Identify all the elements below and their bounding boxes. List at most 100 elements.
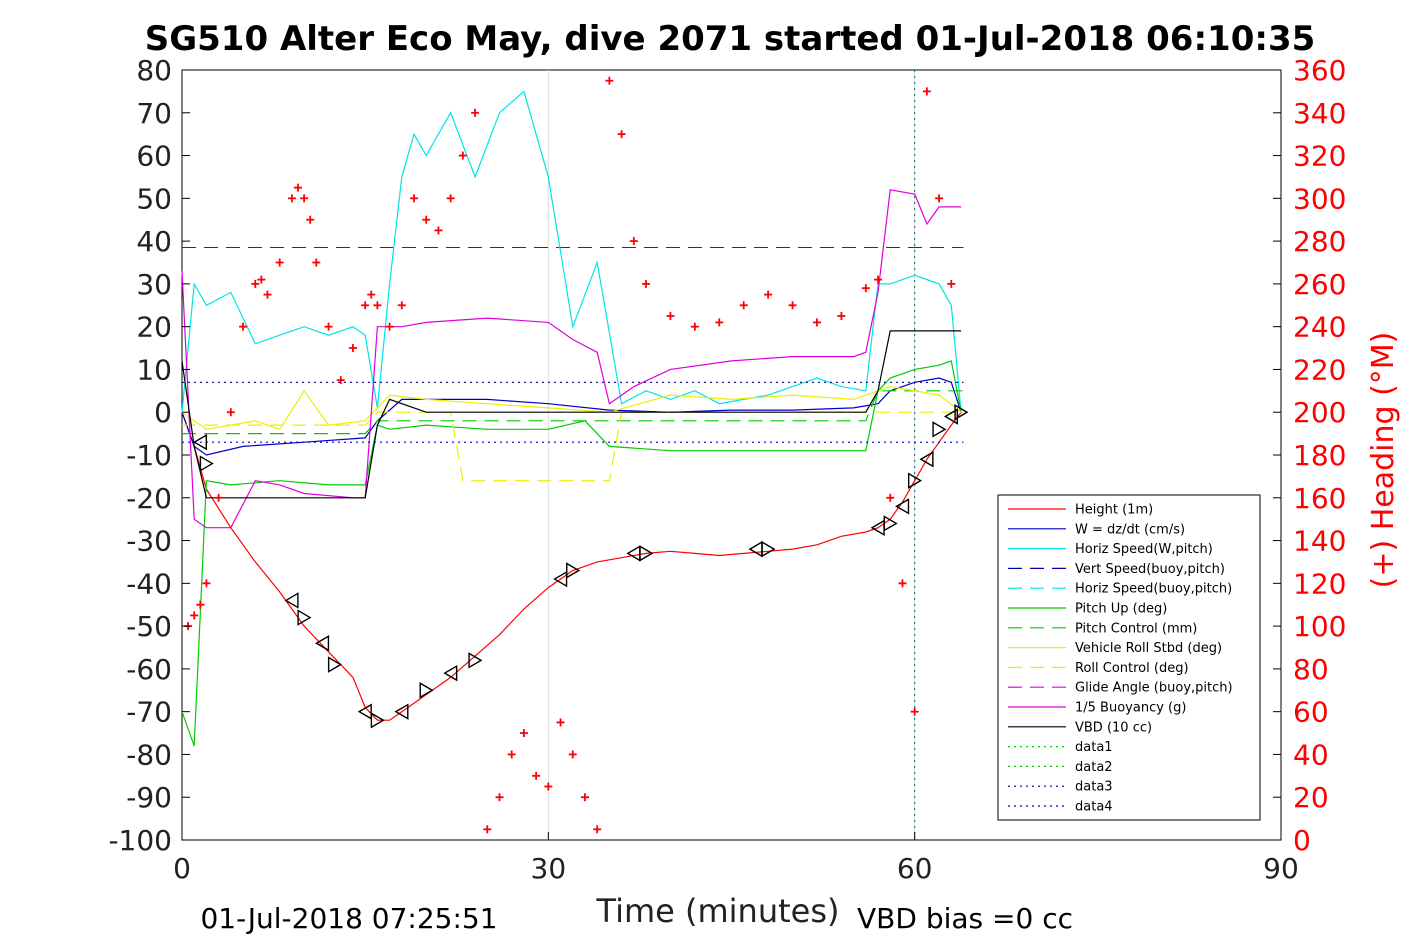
heading-point — [764, 290, 773, 299]
legend-entry: data4 — [1075, 800, 1113, 815]
series-lines — [181, 90, 964, 747]
reference-lines — [182, 70, 964, 840]
triangle-marker — [907, 472, 923, 489]
y-tick-label: -70 — [126, 696, 172, 729]
heading-point — [947, 279, 956, 288]
right-tick-label: 20 — [1293, 781, 1329, 814]
heading-point — [263, 290, 272, 299]
legend-entry: Pitch Control (mm) — [1075, 621, 1197, 636]
heading-point — [605, 76, 614, 85]
legend: Height (1m) W = dz/dt (cm/s) Horiz Speed(W… — [997, 494, 1261, 821]
x-tick-label: 30 — [531, 852, 567, 885]
triangle-marker — [357, 703, 372, 720]
triangle-marker — [919, 451, 934, 468]
heading-point — [556, 718, 565, 727]
heading-point — [190, 611, 199, 620]
y-tick-label: -100 — [108, 824, 172, 857]
right-tick-label: 0 — [1293, 824, 1311, 857]
heading-point — [471, 108, 480, 117]
heading-point — [483, 825, 492, 834]
legend-entry: Glide Angle (buoy,pitch) — [1075, 681, 1233, 696]
triangle-marker — [566, 562, 581, 579]
legend-entry: data2 — [1075, 760, 1113, 775]
right-tick-label: 340 — [1293, 97, 1346, 130]
legend-entry: data3 — [1075, 780, 1113, 795]
heading-point — [666, 311, 675, 320]
heading-point — [306, 215, 315, 224]
heading-point — [214, 493, 223, 502]
heading-point — [385, 322, 394, 331]
triangle-markers — [192, 404, 969, 729]
heading-point — [361, 301, 370, 310]
right-tick-label: 240 — [1293, 311, 1346, 344]
heading-point — [251, 279, 260, 288]
heading-point — [324, 322, 333, 331]
y-tick-label: 20 — [136, 311, 172, 344]
legend-entry: 1/5 Buoyancy (g) — [1075, 701, 1186, 716]
heading-point — [348, 344, 357, 353]
heading-point — [287, 194, 296, 203]
heading-point — [642, 279, 651, 288]
heading-point — [458, 151, 467, 160]
heading-point — [812, 318, 821, 327]
right-tick-label: 120 — [1293, 567, 1346, 600]
heading-point — [739, 301, 748, 310]
right-axis-ticks: 3603403203002802602402202001801601401201… — [1273, 54, 1346, 857]
legend-entry: Horiz Speed(buoy,pitch) — [1075, 582, 1232, 597]
right-tick-label: 280 — [1293, 225, 1346, 258]
heading-point — [410, 194, 419, 203]
y-tick-label: -40 — [126, 567, 172, 600]
legend-entry: W = dz/dt (cm/s) — [1075, 522, 1185, 537]
heading-point — [373, 301, 382, 310]
heading-point — [898, 579, 907, 588]
triangle-marker — [199, 455, 214, 472]
triangle-marker — [553, 570, 568, 588]
triangle-marker — [315, 635, 330, 652]
y-tick-label: -80 — [126, 738, 172, 771]
legend-entry: data1 — [1075, 740, 1113, 755]
heading-point — [519, 729, 528, 738]
heading-point — [690, 322, 699, 331]
right-axis-label: (+) Heading (°M) — [1366, 332, 1401, 589]
x-tick-label: 90 — [1263, 852, 1299, 885]
series-line-1 — [181, 377, 962, 456]
heading-point — [226, 408, 235, 417]
right-tick-label: 60 — [1293, 696, 1329, 729]
heading-point — [336, 376, 345, 385]
end-timestamp: 01-Jul-2018 07:25:51 — [200, 902, 497, 935]
heading-point — [196, 600, 205, 609]
heading-point — [507, 750, 516, 759]
y-axis-ticks: 80 70 60 50 40 30 20 10 0 -10 -20 -30 -40 -50 -60 -70 -8… — [108, 54, 190, 857]
heading-point — [922, 87, 931, 96]
heading-point — [874, 275, 883, 284]
heading-point — [532, 771, 541, 780]
right-tick-label: 180 — [1293, 439, 1346, 472]
heading-point — [300, 194, 309, 203]
series-line-2 — [181, 90, 962, 413]
x-tick-label: 60 — [897, 852, 933, 885]
legend-entry: Pitch Up (deg) — [1075, 602, 1167, 617]
right-tick-label: 320 — [1293, 140, 1346, 173]
heading-point — [422, 215, 431, 224]
right-tick-label: 220 — [1293, 353, 1346, 386]
series-line-6 — [182, 390, 964, 435]
legend-entry: Vehicle Roll Stbd (deg) — [1075, 641, 1222, 656]
legend-entry: Vert Speed(buoy,pitch) — [1075, 562, 1225, 577]
series-line-7 — [181, 385, 962, 431]
triangle-marker — [297, 609, 312, 626]
heading-point — [715, 318, 724, 327]
y-tick-label: 60 — [136, 140, 172, 173]
heading-point — [257, 275, 266, 284]
heading-point — [434, 226, 443, 235]
y-tick-label: -90 — [126, 781, 172, 814]
heading-point — [837, 311, 846, 320]
y-tick-label: 10 — [136, 353, 172, 386]
heading-point — [202, 579, 211, 588]
y-tick-label: 70 — [136, 97, 172, 130]
triangle-marker — [626, 545, 641, 562]
triangle-marker — [883, 515, 898, 532]
heading-point — [788, 301, 797, 310]
heading-point — [275, 258, 284, 267]
triangle-marker — [468, 652, 483, 669]
